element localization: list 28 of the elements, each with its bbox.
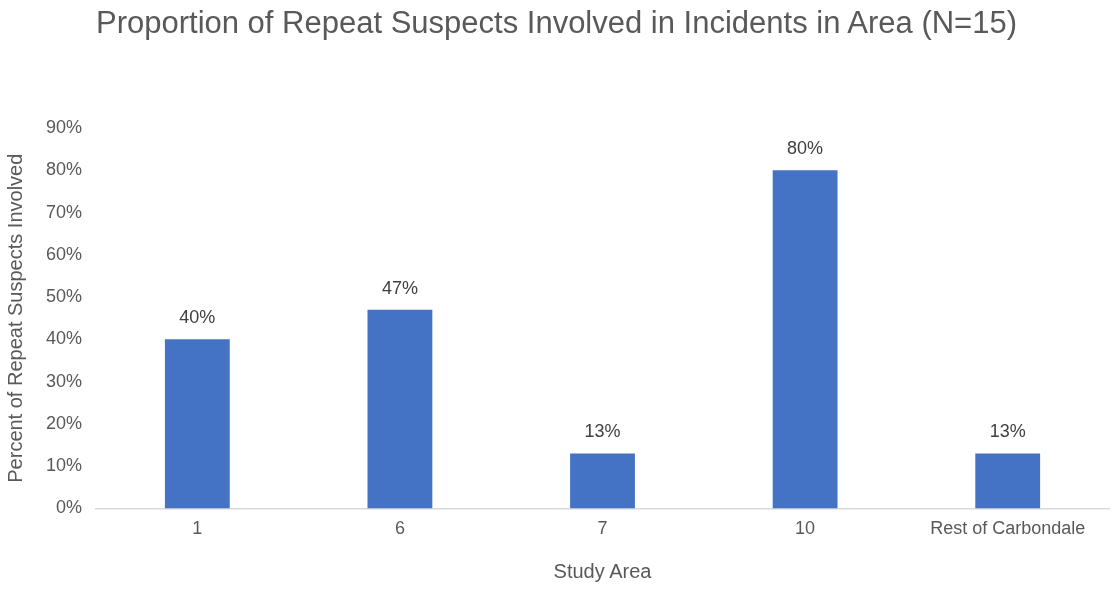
x-tick-label: 6 (394, 518, 405, 539)
x-tick-label: 1 (192, 518, 203, 539)
y-tick-label: 50% (46, 286, 83, 307)
y-tick-label: 90% (46, 116, 83, 137)
x-tick-label: Rest of Carbondale (930, 518, 1086, 539)
y-tick-label: 0% (56, 497, 83, 518)
y-tick-label: 10% (46, 455, 83, 476)
bar (975, 453, 1041, 509)
x-tick-label: 10 (795, 518, 816, 539)
y-tick-label: 20% (46, 412, 83, 433)
y-axis-title: Percent of Repeat Suspects Involved (3, 153, 26, 483)
y-tick-label: 70% (46, 201, 83, 222)
data-label: 80% (787, 138, 824, 159)
bar (772, 170, 838, 509)
x-axis-title: Study Area (553, 559, 653, 582)
bar (570, 453, 635, 509)
y-tick-label: 80% (46, 159, 83, 180)
data-label: 47% (381, 277, 418, 298)
y-tick-label: 60% (46, 243, 83, 264)
bar (164, 339, 230, 509)
y-tick-label: 40% (46, 328, 83, 349)
chart-title: Proportion of Repeat Suspects Involved in Incidents in Area (N=15) (94, 4, 1019, 42)
data-label: 40% (179, 307, 216, 328)
data-label: 13% (584, 421, 621, 442)
bar (367, 309, 433, 509)
y-tick-label: 30% (46, 370, 83, 391)
data-label: 13% (989, 421, 1026, 442)
x-tick-label: 7 (597, 518, 608, 539)
